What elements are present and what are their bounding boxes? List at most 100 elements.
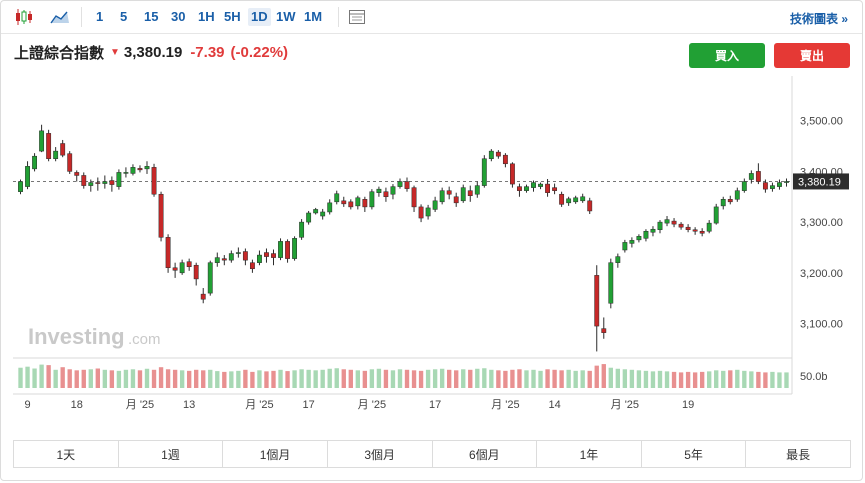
candle [186,261,192,267]
candle [383,191,389,198]
table-icon[interactable] [344,6,370,28]
volume-bar [664,371,670,388]
volume-bar [692,372,698,388]
volume-bar [18,367,23,388]
candle [488,150,494,159]
sell-button[interactable]: 賣出 [774,43,850,68]
candle [727,199,733,203]
technical-chart-link[interactable]: 技術圖表 » [789,12,848,26]
candle [643,230,649,239]
candlestick-icon[interactable] [11,6,37,28]
volume-bar [397,369,403,388]
candle [629,240,635,244]
candle [165,237,171,269]
candle [671,220,677,225]
candle [179,262,185,274]
x-tick-label: 月 '25 [491,399,519,411]
x-tick-label: 19 [682,399,694,411]
volume-bar [728,370,733,388]
candle [432,200,438,210]
volume-bar [81,369,86,388]
volume-bar [622,369,628,388]
timeframe-1[interactable]: 1 [96,9,104,24]
volume-bar [229,371,234,388]
volume-bar [32,368,37,388]
volume-bar [756,371,761,388]
candle [411,187,417,208]
candle [221,258,227,261]
timeframe-1h[interactable]: 1H [198,9,215,24]
candle [439,190,445,203]
volume-bar [299,369,304,388]
volume-bar [355,370,361,388]
x-tick-label: 月 '25 [611,399,639,411]
volume-bar [341,369,346,388]
range-button[interactable]: 最長 [786,447,811,462]
candle [249,262,255,270]
x-tick-label: 月 '25 [358,399,386,411]
range-button[interactable]: 1年 [537,441,642,467]
candle [299,221,305,238]
candle [762,182,768,190]
candle [587,200,593,212]
timeframe-5[interactable]: 5 [120,9,128,24]
instrument-header: 上證綜合指數 ▼ 3,380.19 -7.39 (-0.22%) [14,41,294,63]
investing-watermark: Investing [28,324,125,349]
candle [193,264,199,280]
range-button[interactable]: 1個月 [223,441,328,467]
volume-bar [390,370,396,388]
volume-bar [137,370,143,388]
volume-bar [362,370,368,388]
timeframe-1w[interactable]: 1W [276,9,296,24]
candle [678,223,684,228]
range-button[interactable]: 6個月 [433,441,538,467]
candle [158,193,164,238]
volume-bar [629,369,635,388]
candle [285,241,290,259]
volume-bar [721,370,726,388]
volume-bar [742,370,747,388]
range-button[interactable]: 5年 [642,441,747,467]
timeframe-5h[interactable]: 5H [224,9,241,24]
candle [144,166,150,170]
candle [770,185,775,189]
candle [390,186,396,195]
area-chart-icon[interactable] [47,6,73,28]
candle [341,200,347,205]
candle [369,191,375,208]
candle [53,150,59,159]
volume-bar [257,370,262,388]
timeframe-30[interactable]: 30 [171,9,186,24]
volume-bar [714,370,719,388]
volume-bar [432,369,438,388]
volume-bar [88,369,93,388]
timeframe-1m[interactable]: 1M [304,9,323,24]
candle [601,328,607,333]
candle [348,201,354,208]
candle [474,185,480,195]
candle [566,198,572,204]
timeframe-15[interactable]: 15 [144,9,159,24]
candle [151,167,157,195]
volume-bar [587,370,592,388]
price-chart[interactable]: 3,500.003,400.003,300.003,200.003,100.00… [0,0,865,440]
volume-bar [53,369,58,388]
volume-bar [376,368,382,388]
volume-bar [236,370,241,388]
volume-bar [524,370,529,388]
chart-toolbar: 1 5 15 30 1H 5H 1D 1W 1M 技術圖表 » [1,1,862,34]
range-button[interactable]: 1週 [119,441,224,467]
range-button[interactable]: 3個月 [328,441,433,467]
volume-bar [425,369,431,388]
candle [137,168,143,171]
volume-bar [454,370,459,388]
x-tick-label: 13 [183,399,195,411]
candle [18,181,23,192]
volume-bar [594,365,599,388]
buy-button[interactable]: 買入 [689,43,765,68]
range-button[interactable]: 1天 [14,441,119,467]
candle [81,175,87,186]
candle [306,212,312,223]
volume-bar [60,367,65,388]
timeframe-1d[interactable]: 1D [248,8,271,26]
